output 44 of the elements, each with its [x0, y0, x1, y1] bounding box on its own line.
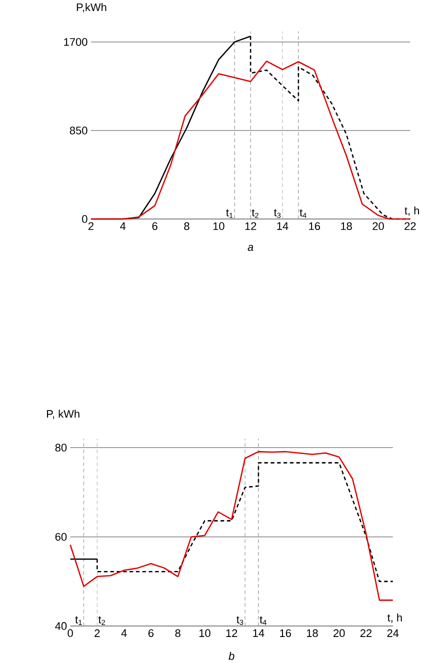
x-tick-label: 4 — [121, 629, 127, 637]
ref-line-label: t$_{1}$ — [226, 209, 233, 218]
ref-line-label: t$_{4}$ — [300, 209, 307, 218]
ref-line-label: t$_{2}$ — [98, 616, 106, 625]
x-tick-label: 22 — [360, 629, 372, 637]
y-tick-label: 60 — [56, 532, 67, 541]
ref-line-label: t$_{3}$ — [236, 616, 244, 625]
y-tick-label: 80 — [55, 444, 67, 452]
x-tick-label: 16 — [309, 222, 320, 230]
y-tick-label: 0 — [82, 215, 88, 223]
x-tick-label: 10 — [200, 629, 211, 638]
ref-line-label: t$_{2}$ — [252, 209, 259, 218]
x-tick-label: 20 — [372, 222, 384, 230]
x-tick-label: 14 — [253, 629, 264, 637]
x-tick-label: 2 — [94, 629, 100, 637]
ref-line-label: t$_{4}$ — [260, 616, 267, 625]
y-tick-label: 40 — [55, 622, 67, 630]
text: b — [228, 652, 234, 660]
x-tick-label: 16 — [280, 629, 292, 638]
x-tick-label: 12 — [245, 222, 256, 230]
y-axis-title: P, kWh — [47, 410, 80, 420]
x-tick-label: 8 — [184, 222, 190, 230]
x-tick-label: 20 — [334, 629, 345, 638]
x-tick-label: 12 — [226, 629, 238, 637]
y-tick-label: 850 — [70, 126, 88, 134]
x-axis-title: t, h — [404, 206, 420, 216]
x-tick-label: 18 — [307, 629, 318, 638]
x-tick-label: 4 — [120, 222, 126, 230]
x-tick-label: 6 — [148, 629, 154, 638]
y-tick-label: 1700 — [64, 38, 88, 46]
line-series — [70, 451, 394, 601]
x-tick-label: 24 — [387, 629, 399, 637]
x-tick-label: 22 — [404, 222, 416, 230]
ref-line-label: t$_{1}$ — [75, 616, 82, 625]
x-tick-label: 2 — [88, 222, 94, 230]
x-tick-label: 8 — [175, 629, 181, 638]
text: a — [248, 244, 254, 251]
ref-line-label: t$_{3}$ — [274, 209, 281, 218]
x-axis-title: t, h — [388, 613, 402, 623]
y-axis-title: P,kWh — [77, 3, 106, 12]
x-tick-label: 14 — [277, 222, 288, 230]
x-tick-label: 6 — [152, 222, 158, 230]
x-tick-label: 10 — [214, 222, 224, 230]
x-tick-label: 18 — [341, 222, 352, 230]
